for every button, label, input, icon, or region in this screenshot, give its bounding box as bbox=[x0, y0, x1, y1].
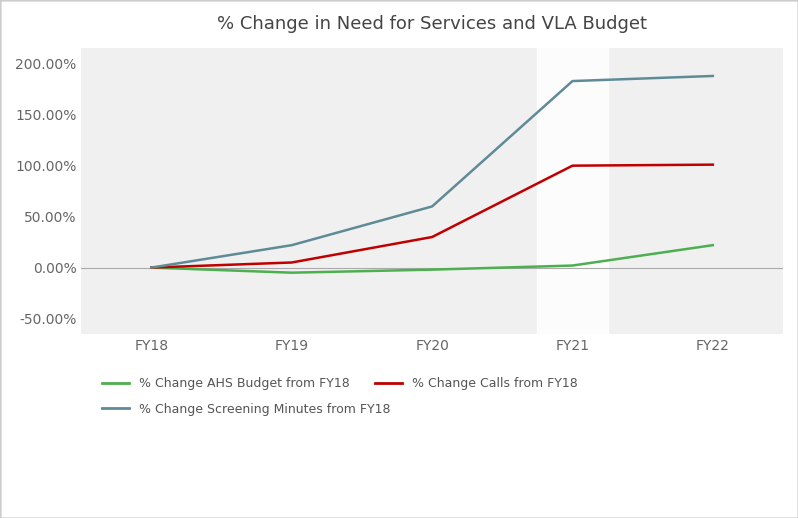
Title: % Change in Need for Services and VLA Budget: % Change in Need for Services and VLA Bu… bbox=[217, 15, 647, 33]
Bar bbox=[537, 49, 607, 334]
Legend: % Change Screening Minutes from FY18: % Change Screening Minutes from FY18 bbox=[101, 403, 390, 416]
